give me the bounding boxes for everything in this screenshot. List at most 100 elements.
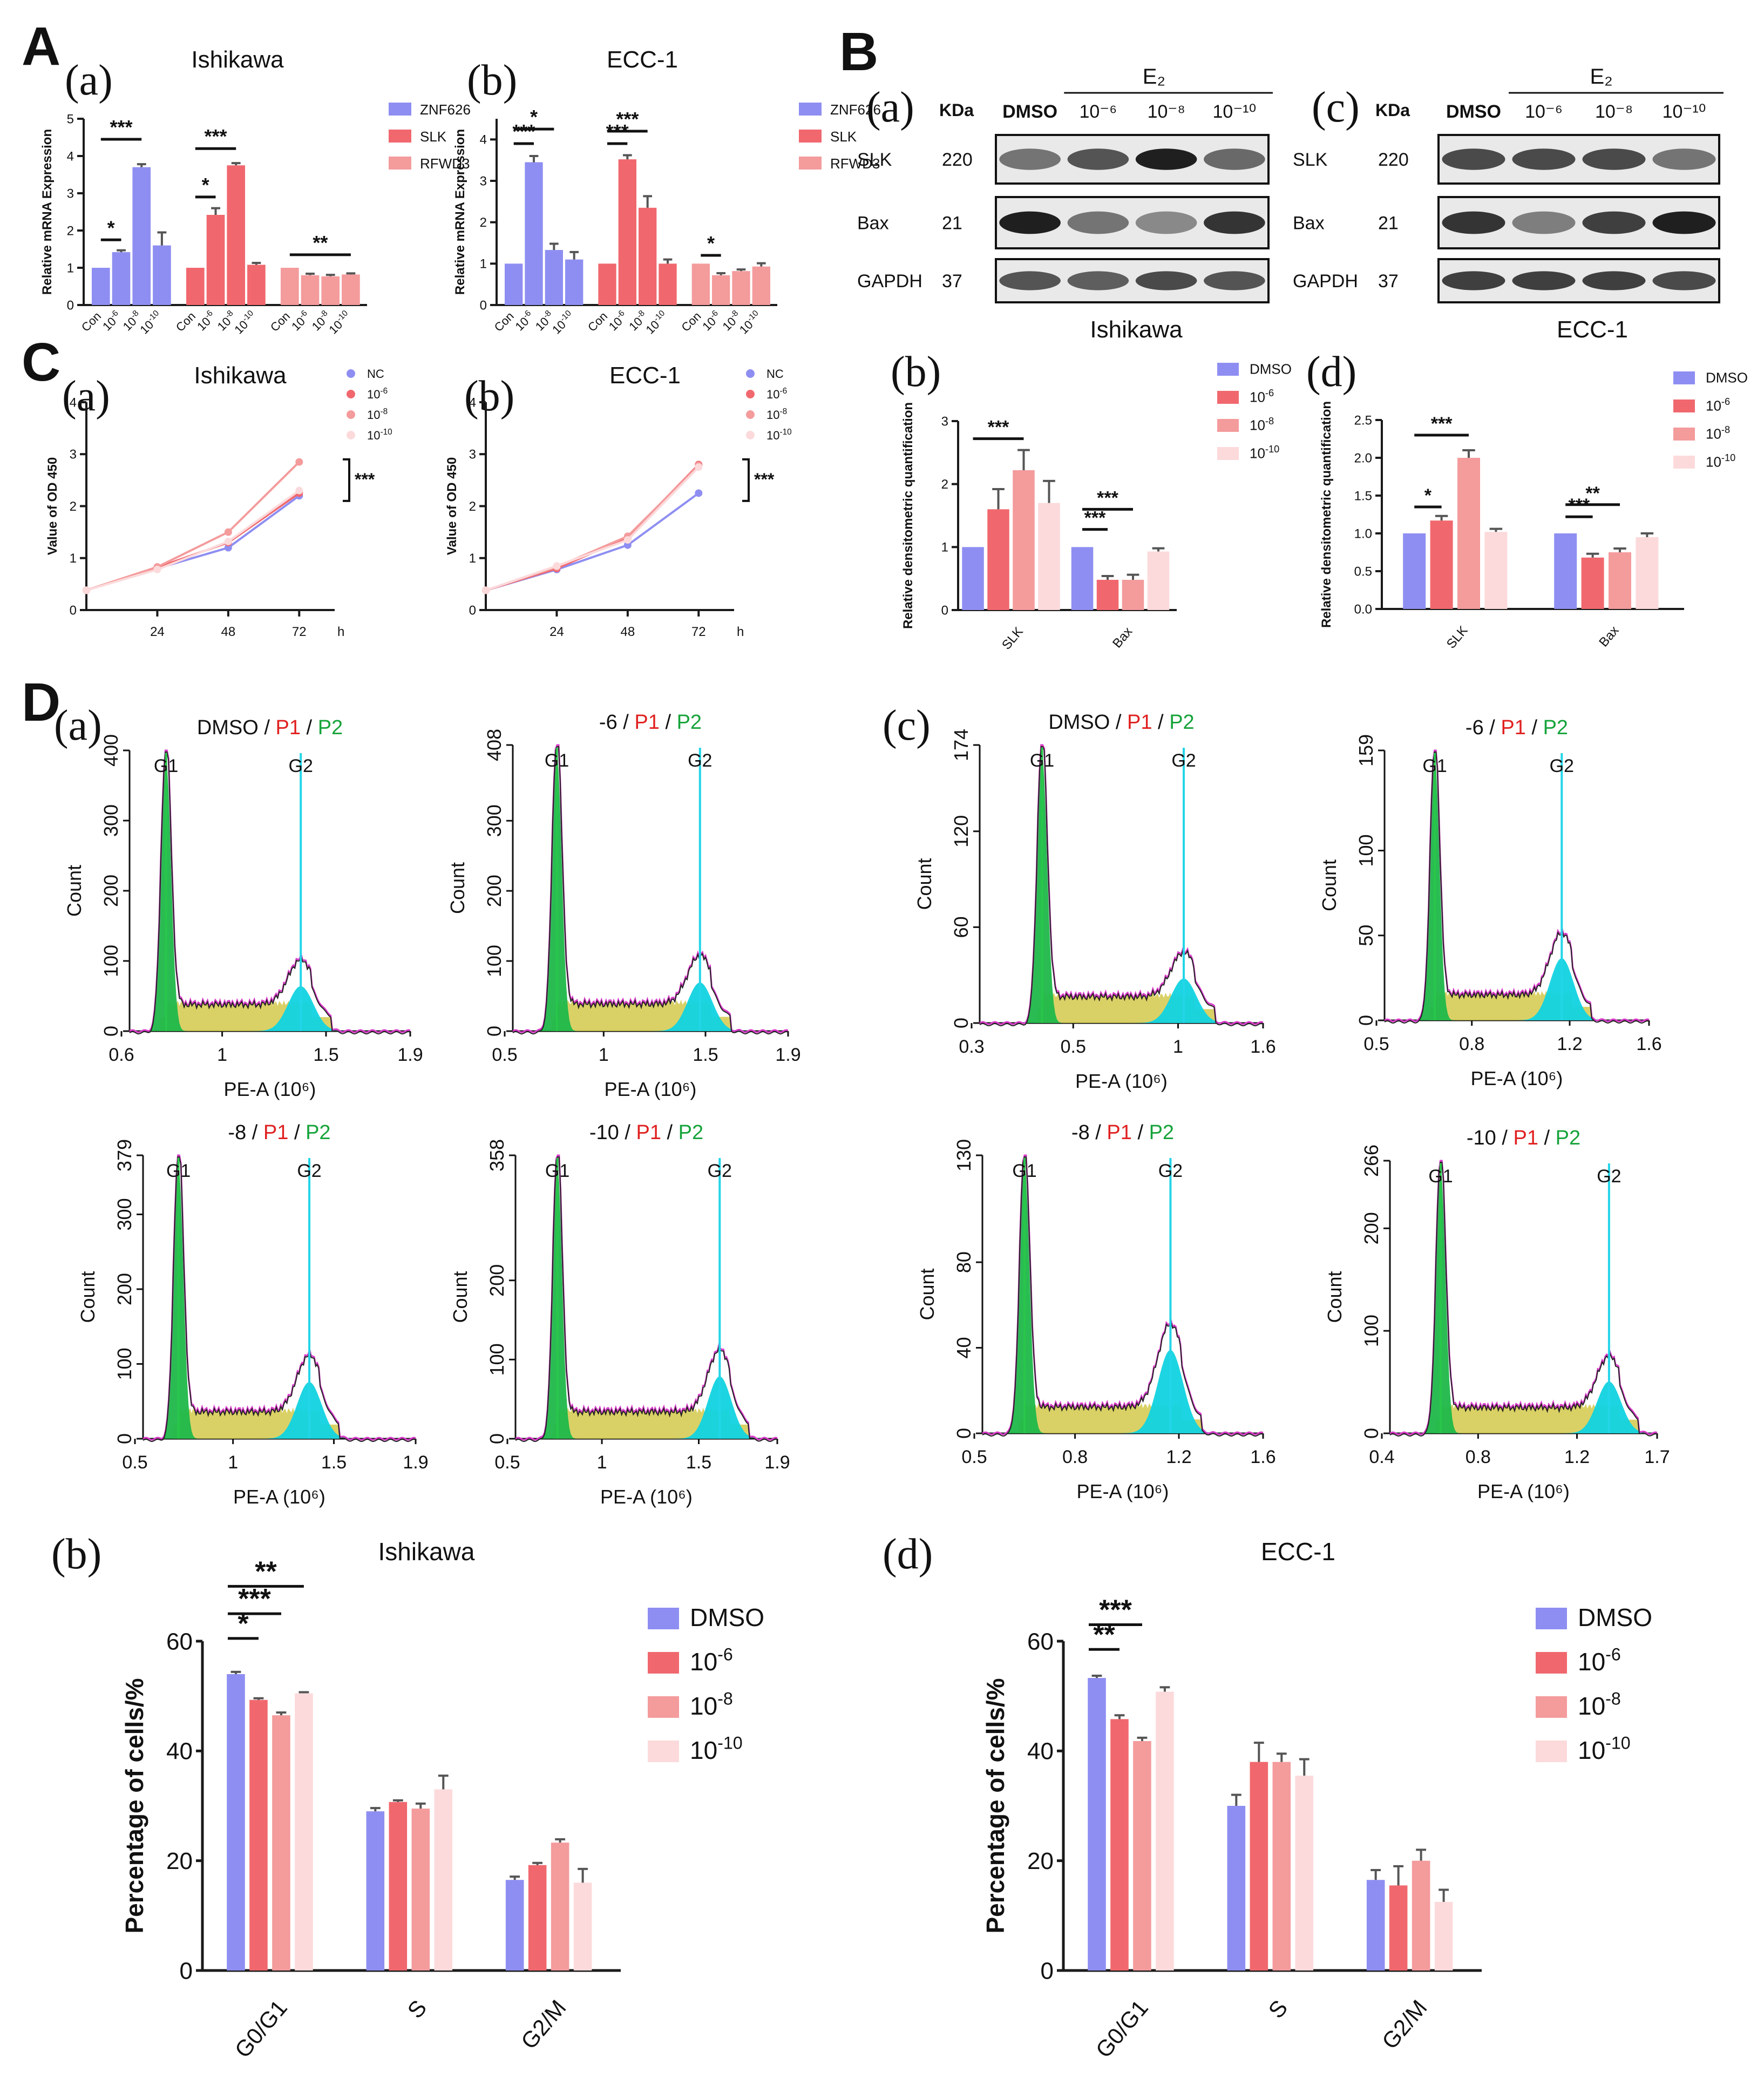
bar-SLK-DMSO xyxy=(962,547,984,610)
bar-SLK-1 xyxy=(618,159,636,305)
bar-S-DMSO xyxy=(366,1811,385,1970)
x-tick-label: 1.5 xyxy=(313,1045,338,1065)
bar-G2/M-10-6 xyxy=(528,1865,547,1970)
bar-G0/G1-10-8 xyxy=(1133,1741,1151,1970)
legend-swatch xyxy=(1673,371,1695,384)
bar-Bax-10-8 xyxy=(1609,552,1631,609)
x-tick-label: 0.5 xyxy=(1061,1037,1086,1057)
panel-letter-D: D xyxy=(22,672,60,733)
flow-title-part: / xyxy=(259,716,276,739)
gate-label-g1: G1 xyxy=(154,756,178,776)
x-axis-label: PE-A (10⁶) xyxy=(605,1078,697,1100)
y-axis-label: Count xyxy=(63,865,85,917)
y-tick-label: 120 xyxy=(950,815,972,848)
y-axis-label: Count xyxy=(1318,859,1340,911)
flow-title-part: / xyxy=(1152,711,1170,734)
y-tick-label: 2 xyxy=(70,499,77,514)
significance-mark: *** xyxy=(110,116,133,138)
bar-RFWD3-2 xyxy=(321,276,340,305)
bar-Bax-10-6 xyxy=(1096,580,1119,610)
blot-kda-value: 21 xyxy=(1378,213,1399,234)
category-label: G2/M xyxy=(516,1995,571,2054)
treatment-label: E₂ xyxy=(1143,65,1165,89)
y-tick-label: 200 xyxy=(483,875,505,907)
x-tick-label: 0.8 xyxy=(1466,1447,1491,1467)
blot-band xyxy=(1204,271,1265,290)
category-label: 10-6 xyxy=(194,309,219,334)
legend-swatch xyxy=(389,130,411,143)
flow-title-part: P2 xyxy=(1149,1121,1174,1144)
phase-g2-area xyxy=(1390,1382,1657,1433)
legend-label: 10-10 xyxy=(367,428,392,442)
flow-title-part: / xyxy=(1110,711,1127,734)
x-tick-label: 48 xyxy=(621,625,635,639)
significance-mark: *** xyxy=(1097,487,1118,508)
y-tick-label: 358 xyxy=(486,1139,508,1171)
flow-title: -8 / P1 / P2 xyxy=(228,1121,330,1144)
y-tick-label: 4 xyxy=(70,395,77,410)
chart-layer: 0 1 2 3 4 5 Ishikawa Relative mRNA Expression Co… xyxy=(40,46,1748,2063)
x-tick-label: 0.3 xyxy=(959,1037,984,1057)
y-tick-label: 2.5 xyxy=(1354,413,1372,428)
blot-kda-value: 37 xyxy=(942,271,962,292)
data-point-10-10 xyxy=(695,463,703,471)
y-axis-label: Relative mRNA Expression xyxy=(453,129,467,295)
bar-Bax-10-6 xyxy=(1581,557,1604,609)
bar-SLK-2 xyxy=(227,165,246,305)
bar-G2/M-10-8 xyxy=(551,1843,569,1970)
significance-mark: * xyxy=(530,106,538,128)
chart-B_d: 0.0 0.5 1.0 1.5 2.0 2.5 Relative densitometric… xyxy=(1319,369,1748,651)
x-tick-label: 1 xyxy=(1173,1037,1183,1057)
y-tick-label: 0 xyxy=(480,298,487,313)
flow-title-part: P1 xyxy=(1107,1121,1131,1144)
flow-title-part: / xyxy=(1526,716,1543,739)
significance-mark: * xyxy=(1424,485,1432,506)
y-tick-label: 1 xyxy=(941,540,948,555)
blot-band xyxy=(1512,271,1576,290)
legend-swatch xyxy=(1217,419,1239,432)
gate-label-g2: G2 xyxy=(688,750,712,771)
y-tick-label: 4 xyxy=(67,149,74,164)
lane-label: DMSO xyxy=(1002,101,1057,122)
y-tick-label: 0 xyxy=(1355,1015,1377,1026)
x-tick-label: 72 xyxy=(292,625,307,639)
y-tick-label: 3 xyxy=(70,448,77,462)
legend-label: DMSO xyxy=(1250,361,1292,377)
y-tick-label: 1 xyxy=(480,257,487,272)
y-tick-label: 0 xyxy=(469,603,476,618)
bar-ZNF626-0 xyxy=(505,263,523,305)
bar-SLK-DMSO xyxy=(1403,533,1426,609)
x-tick-label: 1.9 xyxy=(397,1045,423,1065)
chart-D_b: 0 20 40 60 Ishikawa Percentage of cells/% G0/G… xyxy=(120,1538,764,2063)
flow-title: -6 / P1 / P2 xyxy=(1466,716,1568,739)
legend-swatch xyxy=(648,1696,679,1718)
flow-title-part: / xyxy=(1484,716,1501,739)
blot-band xyxy=(1582,148,1646,170)
flow-title: -8 / P1 / P2 xyxy=(1071,1121,1174,1144)
x-axis-label: h xyxy=(337,625,344,639)
blot-band xyxy=(1067,271,1129,290)
chart-C_a: 0 1 2 3 4 Ishikawa Value of OD 450 24 48 72 h NC 10-… xyxy=(45,362,392,639)
x-tick-label: 0.5 xyxy=(492,1045,517,1065)
western-blot-layer: KDa E₂ DMSO 10⁻⁶ 10⁻⁸ 10⁻¹⁰ SLK 220 Bax 21 GAPDH 37… xyxy=(857,65,1724,343)
lane-label: 10⁻¹⁰ xyxy=(1663,101,1706,122)
bar-SLK-10-6 xyxy=(1430,520,1453,609)
y-tick-label: 0 xyxy=(100,1026,122,1037)
bar-SLK-10-10 xyxy=(1038,503,1060,610)
western-blot-ishikawa: KDa E₂ DMSO 10⁻⁶ 10⁻⁸ 10⁻¹⁰ SLK 220 Bax 21 GAPDH 37… xyxy=(857,65,1273,343)
y-tick-label: 1.5 xyxy=(1354,489,1372,503)
flow-title-part: P2 xyxy=(1169,711,1194,734)
legend-label: 10-10 xyxy=(1250,444,1279,461)
flow-title: DMSO / P1 / P2 xyxy=(197,716,343,739)
significance-mark: *** xyxy=(355,470,375,489)
lane-label: 10⁻⁶ xyxy=(1525,101,1563,122)
bar-ZNF626-3 xyxy=(565,259,584,305)
y-tick-label: 3 xyxy=(480,174,487,188)
y-tick-label: 4 xyxy=(480,133,487,147)
legend-label: SLK xyxy=(420,128,447,145)
legend-marker xyxy=(746,431,755,439)
data-curve xyxy=(979,746,1264,1027)
data-curve xyxy=(1384,751,1650,1024)
bar-SLK-10-8 xyxy=(1457,458,1480,609)
flow-title-part: P1 xyxy=(276,716,301,739)
